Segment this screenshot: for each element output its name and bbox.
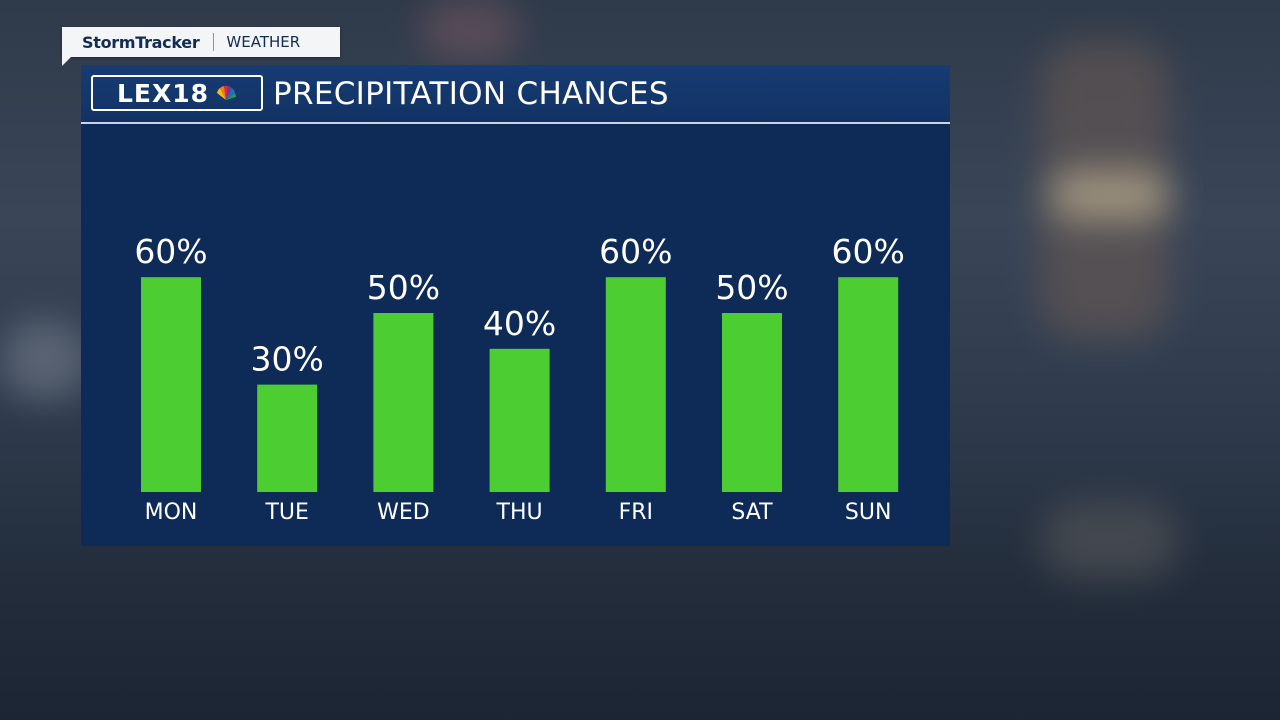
- peacock-icon: [217, 85, 237, 100]
- value-label-sun: 60%: [832, 232, 905, 271]
- bar-thu: [489, 348, 550, 492]
- day-label-wed: WED: [377, 500, 430, 525]
- stormtracker-tag: StormTracker WEATHER: [62, 27, 340, 66]
- value-label-sat: 50%: [715, 268, 788, 307]
- background-light-5: [0, 320, 90, 400]
- day-label-thu: THU: [496, 500, 543, 525]
- bar-sat: [722, 313, 782, 492]
- bar-fri: [605, 277, 666, 492]
- bar-wed: [373, 313, 434, 492]
- bar-chart: 60% MON 30% TUE 50% WED 40% THU 60% FRI 50% SAT 60% S…: [134, 232, 905, 525]
- value-label-wed: 50%: [367, 268, 440, 307]
- day-label-sat: SAT: [731, 500, 773, 525]
- day-label-mon: MON: [145, 500, 198, 525]
- day-label-tue: TUE: [264, 500, 308, 525]
- value-label-mon: 60%: [134, 232, 207, 271]
- value-label-fri: 60%: [599, 232, 672, 271]
- station-logo: LEX18: [91, 75, 263, 111]
- value-label-tue: 30%: [251, 340, 324, 379]
- background-light-4: [420, 0, 520, 60]
- station-logo-text: LEX18: [116, 78, 210, 108]
- chart-title: PRECIPITATION CHANCES: [273, 76, 669, 112]
- tag-brand: StormTracker: [82, 32, 200, 52]
- day-label-sun: SUN: [845, 500, 892, 525]
- day-label-fri: FRI: [619, 500, 653, 525]
- chart-panel: LEX18 PRECIPITATION CHANCES 60% MON 30% TUE…: [81, 65, 950, 546]
- background-light-3: [1040, 500, 1180, 580]
- bar-mon: [141, 277, 201, 492]
- tag-section: WEATHER: [226, 33, 301, 51]
- chart-header: LEX18 PRECIPITATION CHANCES: [81, 65, 950, 124]
- bar-tue: [257, 384, 318, 492]
- tag-divider: [213, 33, 215, 51]
- background-light-2: [1050, 170, 1170, 220]
- bar-sun: [838, 277, 899, 492]
- value-label-thu: 40%: [483, 304, 556, 343]
